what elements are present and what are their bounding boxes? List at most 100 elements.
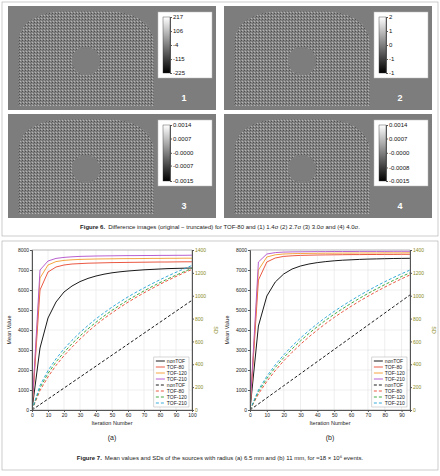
tick-label: 60 [126,412,132,418]
tick: 600 [410,339,422,345]
tick: 1000 [18,387,32,393]
tick: -115 [170,56,185,62]
tick-label: -225 [173,70,186,76]
legend-swatch [374,379,383,380]
colorbar-box [158,12,212,78]
tick: 30 [78,410,84,418]
colorbar-axis: 0.00140.0007-0.0000-0.0007-0.0015 [170,122,194,184]
legend-swatch [156,397,165,398]
tick-mark [386,31,388,32]
tick-mark [248,350,250,351]
tick-label: 60 [349,412,355,418]
grid-line [144,250,145,410]
tick-label: 2000 [236,367,247,373]
tick-label: 1200 [413,270,424,276]
series-line [32,268,192,410]
tick-label: 0 [249,412,252,418]
tick-mark [386,45,388,46]
tick-mark [170,139,172,140]
tick-label: 200 [195,384,204,390]
tick-mark [30,390,32,391]
tick-label: -1 [389,56,395,62]
tick-label: 90 [174,412,180,418]
tick-label: 1000 [195,293,206,299]
tick: 1200 [410,270,424,276]
figure-frame [2,241,438,470]
tick-label: 40 [94,412,100,418]
grid-line [250,310,410,311]
tick: -0.0015 [386,178,410,184]
series-line [250,270,410,410]
tick: 600 [192,339,204,345]
chart: 0102030405060708090100010002000300040005… [6,247,219,442]
tick-label: -4 [173,42,179,48]
chart: 0102030405060708090010002000300040005000… [224,247,437,442]
tick-mark [192,296,194,297]
image-panel: 0.00140.0007-0.0000-0.0007-0.00153 [8,114,216,218]
phantom-region [234,119,370,214]
tick: 4000 [18,327,32,333]
tick-mark [170,31,172,32]
tick-label: 800 [195,316,204,322]
caption: Figure 7.Mean values and SDs of the sour… [77,455,364,461]
legend-swatch [374,373,383,374]
tick-label: 20 [281,412,287,418]
tick-mark [30,350,32,351]
axis-line [387,18,389,74]
tick-label: 30 [78,412,84,418]
tick: 0.0014 [386,122,408,128]
caption-text: Mean values and SDs of the sources with … [105,455,364,461]
tick: 30 [298,410,304,418]
tick-mark [410,250,412,251]
tick-label: 4000 [236,327,247,333]
phantom-hole [288,155,316,183]
phantom-region [18,11,154,106]
tick: 10 [265,410,271,418]
series-line [250,251,410,410]
legend-label: TOF-210 [167,400,187,406]
figure-frame [2,2,438,236]
tick-label: 800 [413,316,422,322]
tick-label: 2 [389,14,393,20]
tick: -0.0015 [170,178,194,184]
tick: -4 [170,42,179,48]
tick: 1000 [192,293,206,299]
tick: 8000 [18,247,32,253]
tick: 70 [366,410,372,418]
y-axis-title: Mean Value [224,316,230,345]
tick-mark [170,59,172,60]
phantom-region [234,11,370,106]
axis-line [171,126,173,182]
tick: 2 [386,14,393,20]
tick: 0.0007 [386,136,408,142]
grid-line [48,250,49,410]
tick-label: 40 [315,412,321,418]
tick-mark [410,296,412,297]
tick: 5000 [18,307,32,313]
tick: 0 [192,407,198,413]
tick-label: 200 [413,384,422,390]
tick-label: 0 [413,407,416,413]
axis-line [411,251,413,411]
tick: 0 [31,410,34,418]
tick-label: 3000 [236,347,247,353]
chart-title: (b) [326,434,335,442]
series-line [250,253,410,410]
tick: 2000 [236,367,250,373]
plot-frame [250,250,410,410]
legend-swatch [156,403,165,404]
tick-label: 70 [366,412,372,418]
panel-number: 2 [397,93,402,103]
series-line [250,295,410,410]
tick: 5000 [236,307,250,313]
tick-mark [386,181,388,182]
tick: 0 [244,407,250,413]
tick: 60 [126,410,132,418]
legend-swatch [374,367,383,368]
legend: nonTOFTOF-80TOF-120TOF-210nonTOFTOF-80TO… [372,357,407,407]
colorbar [163,17,170,73]
tick-mark [410,319,412,320]
tick-label: 70 [142,412,148,418]
legend-swatch [156,367,165,368]
tick: 0 [26,407,32,413]
